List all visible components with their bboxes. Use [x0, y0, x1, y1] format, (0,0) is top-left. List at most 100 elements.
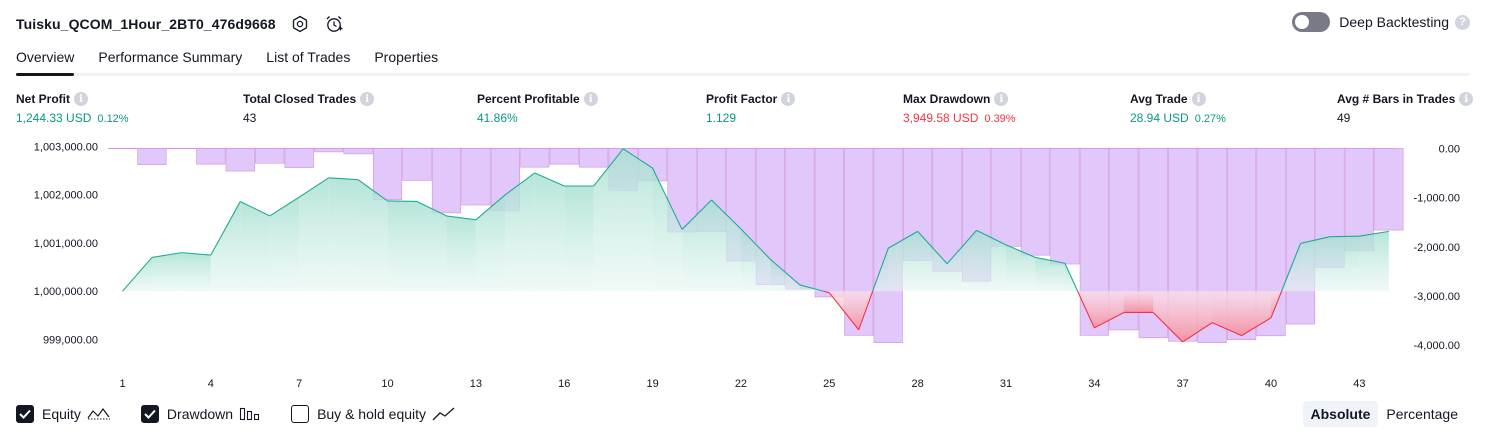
equity-area-up: [269, 197, 300, 292]
equity-line-up: [357, 179, 388, 202]
left-axis-tick-label: 999,000.00: [43, 335, 98, 347]
info-icon[interactable]: i: [583, 92, 598, 106]
equity-checkbox[interactable]: [16, 405, 34, 423]
strategy-header: Tuisku_QCOM_1Hour_2BT0_476d9668: [16, 10, 344, 38]
equity-area-up: [711, 200, 741, 292]
equity-area-up: [299, 177, 329, 292]
equity-line-up: [1035, 256, 1066, 264]
metric-value: 1.129: [706, 111, 737, 125]
deep-backtesting-toggle[interactable]: [1292, 12, 1331, 32]
x-axis-tick-label: 7: [296, 378, 302, 390]
alarm-clock-icon[interactable]: [324, 14, 344, 34]
drawdown-bar: [137, 148, 167, 165]
equity-line-up: [122, 257, 153, 292]
equity-line-down: [1152, 312, 1184, 343]
info-icon[interactable]: i: [1459, 92, 1474, 106]
equity-area-up: [652, 168, 683, 292]
equity-area-up: [328, 177, 359, 292]
legend-buy-hold-equity[interactable]: Buy & hold equity: [291, 405, 456, 423]
tab-performance-summary[interactable]: Performance Summary: [98, 49, 243, 65]
scale-mode-switch: Absolute Percentage: [1302, 401, 1467, 427]
left-axis-tick-label: 1,003,000.00: [34, 141, 98, 153]
equity-area-up: [181, 252, 211, 292]
equity-line-up: [181, 252, 211, 256]
tab-properties[interactable]: Properties: [374, 49, 439, 65]
left-axis-tick-label: 1,000,000.00: [34, 286, 98, 298]
equity-area-up: [888, 231, 918, 292]
metric-max-drawdown: Max Drawdown i 3,949.58 USD 0.39%: [903, 92, 1016, 125]
tab-overview[interactable]: Overview: [16, 46, 75, 76]
drawdown-bar: [1050, 148, 1080, 265]
metric-value: 43: [243, 111, 257, 125]
equity-line-down: [1241, 317, 1272, 337]
equity-line-up: [1005, 244, 1036, 258]
legend-label: Equity: [42, 406, 81, 422]
drawdown-bar: [402, 148, 432, 181]
metric-avg-trade: Avg Trade i 28.94 USD 0.27%: [1130, 92, 1226, 125]
x-axis-tick-label: 28: [912, 378, 924, 390]
equity-line-down: [823, 290, 830, 294]
equity-line-up: [946, 230, 977, 265]
equity-line-down: [1077, 291, 1095, 329]
metric-percent: 0.12%: [97, 113, 129, 125]
equity-line-up: [770, 258, 801, 286]
info-icon[interactable]: i: [74, 92, 88, 106]
equity-area-up: [740, 228, 771, 292]
equity-line-up: [240, 200, 270, 217]
equity-area-down: [1182, 291, 1213, 342]
info-icon[interactable]: i: [360, 92, 375, 106]
deep-backtesting-label: Deep Backtesting: [1339, 14, 1449, 30]
drawdown-bar: [255, 148, 285, 164]
tab-list-of-trades[interactable]: List of Trades: [266, 49, 351, 65]
equity-line-up: [1300, 236, 1331, 244]
equity-line-down: [1270, 291, 1283, 318]
equity-area-up: [534, 172, 565, 292]
percentage-button[interactable]: Percentage: [1386, 406, 1458, 422]
legend-equity[interactable]: Equity: [16, 405, 111, 423]
metric-avg-bars: Avg # Bars in Trades i 49: [1337, 92, 1474, 125]
buy-hold-line-icon: [432, 406, 456, 422]
info-icon[interactable]: i: [1191, 92, 1206, 106]
equity-area-up: [505, 172, 535, 292]
equity-drawdown-chart[interactable]: 1,003,000.00 1,002,000.00 1,001,000.00 1,00…: [0, 134, 1486, 396]
drawdown-bar: [814, 148, 844, 298]
equity-area-up: [358, 179, 388, 292]
help-icon[interactable]: ?: [1455, 14, 1470, 30]
equity-area-up: [475, 194, 506, 292]
drawdown-bar: [1285, 148, 1316, 325]
drawdown-bar: [343, 148, 373, 155]
gear-icon[interactable]: [290, 14, 310, 34]
drawdown-checkbox[interactable]: [140, 405, 159, 423]
buy-hold-checkbox[interactable]: [291, 405, 310, 423]
info-icon[interactable]: i: [994, 92, 1009, 106]
drawdown-bar: [785, 148, 815, 290]
equity-area-up: [947, 230, 977, 292]
legend-drawdown[interactable]: Drawdown: [140, 405, 261, 423]
equity-line-up: [1064, 263, 1079, 292]
equity-line-up: [593, 148, 624, 187]
equity-line-up: [210, 201, 241, 256]
equity-area-up: [564, 186, 594, 292]
equity-area-up: [151, 252, 182, 292]
equity-line-up: [328, 177, 359, 181]
info-icon[interactable]: i: [781, 92, 796, 106]
equity-area-up: [446, 215, 476, 292]
equity-area-up: [1006, 244, 1036, 292]
equity-line-up: [505, 172, 536, 196]
equity-line-up: [1359, 230, 1389, 237]
metric-label: Max Drawdown: [903, 92, 991, 106]
x-axis-tick-label: 10: [381, 378, 393, 390]
equity-line-up: [740, 228, 771, 260]
metric-label: Profit Factor: [706, 92, 778, 106]
absolute-button[interactable]: Absolute: [1302, 401, 1379, 427]
equity-area-down: [1153, 291, 1183, 342]
equity-line-icon: [87, 406, 111, 422]
x-axis-tick-label: 25: [823, 378, 835, 390]
legend-label: Drawdown: [166, 406, 234, 422]
drawdown-bars-icon: [239, 406, 261, 422]
right-axis-tick-label: -1,000.00: [1414, 193, 1460, 205]
metric-value: 41.86%: [477, 111, 518, 125]
drawdown-bar: [579, 148, 609, 168]
equity-line-up: [872, 248, 889, 292]
equity-line-up: [475, 194, 506, 221]
